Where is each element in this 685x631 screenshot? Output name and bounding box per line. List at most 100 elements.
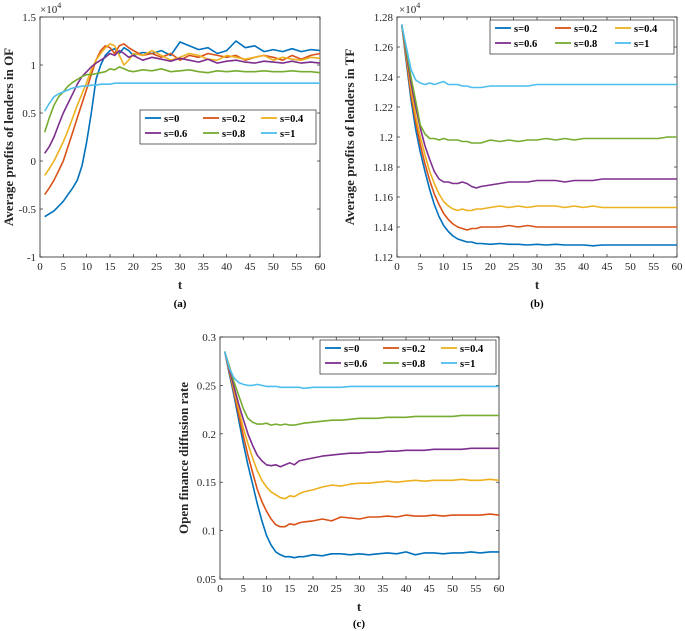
panel-a-xtick-label: 55 — [291, 261, 303, 273]
panel-c-legend-label: s=0.8 — [402, 359, 425, 370]
panel-a-xtick-label: 40 — [221, 261, 233, 273]
panel-b-legend: s=0 s=0.2 s=0.4 s=0.6 s=0.8 s=1 — [489, 19, 675, 55]
panel-c-xtick-label: 25 — [331, 583, 343, 595]
panel-a-xtick-label: 15 — [105, 261, 117, 273]
panel-c-legend-label: s=0 — [344, 344, 359, 355]
panel-b-xtick-label: 20 — [485, 261, 497, 273]
panel-c-legend-label: s=0.2 — [402, 344, 425, 355]
panel-b-series-s-0-2 — [400, 24, 677, 231]
panel-a-legend-label: s=0 — [164, 114, 179, 125]
panel-c-y-label: Open finance diffusion rate — [176, 382, 191, 534]
panel-a-xtick-label: 30 — [175, 261, 187, 273]
panel-a-series-s-0-4 — [44, 43, 321, 176]
panel-a-legend-label: s=0.4 — [280, 114, 304, 125]
panel-a-series-s-0-8 — [43, 66, 321, 133]
panel-b-xtick-label: 35 — [555, 261, 567, 273]
panel-c-series-s-0-2 — [223, 351, 500, 528]
panel-b-series-s-0 — [400, 24, 677, 247]
panel-a-ytick-label: 0 — [31, 156, 37, 168]
panel-b-ytick-label: 1.28 — [374, 12, 394, 24]
panel-b-ytick-label: 1.14 — [374, 222, 394, 234]
panel-a-x-label: t — [178, 277, 183, 292]
panel-c-ytick-label: 0.3 — [202, 332, 216, 344]
panel-c-ytick-label: 0.25 — [197, 380, 217, 392]
panel-b-series-lines — [400, 24, 677, 247]
panel-a-series-s-0-6 — [44, 49, 321, 154]
panel-a-ytick-label: -1 — [27, 252, 36, 264]
panel-b-ytick-label: 1.12 — [374, 252, 393, 264]
panel-c-ytick-label: 0.1 — [202, 526, 216, 538]
panel-b-legend-label: s=0 — [514, 24, 529, 35]
panel-a-legend-label: s=1 — [280, 129, 295, 140]
panel-b-xtick-label: 60 — [672, 261, 684, 273]
panel-c-ytick-label: 0.05 — [197, 574, 217, 586]
panel-b-xtick-label: 30 — [532, 261, 544, 273]
panel-c-series-s-0-4 — [223, 351, 500, 500]
panel-a-xtick-label: 45 — [245, 261, 257, 273]
panel-a-ytick-label: 0.5 — [22, 108, 36, 120]
panel-a-ytick-label: 1 — [31, 60, 37, 72]
panel-b-ytick-label: 1.22 — [374, 102, 393, 114]
panel-b-y-label: Average profits of lenders in TF — [342, 49, 357, 226]
panel-b-y-exponent: ×104 — [399, 1, 420, 16]
panel-c-series-s-0 — [223, 351, 499, 559]
panel-a-series-lines — [43, 40, 321, 218]
panel-c-xtick-label: 10 — [261, 583, 273, 595]
panel-c-xtick-label: 50 — [447, 583, 459, 595]
panel-c: 0 5 10 15 20 25 30 35 40 45 50 55 60 0.05 0.1 0.15 0.2 0.… — [176, 332, 505, 630]
panel-c-series-lines — [223, 351, 500, 559]
panel-a-xtick-label: 50 — [268, 261, 280, 273]
panel-a-legend-box — [139, 109, 317, 145]
panel-c-series-s-0-8 — [223, 351, 499, 426]
panel-c-legend-label: s=1 — [460, 359, 475, 370]
panel-b-ytick-label: 1.18 — [374, 162, 394, 174]
panel-b-legend-box — [489, 19, 675, 55]
panel-c-series-s-0-6 — [223, 351, 499, 468]
panel-a-series-s-1 — [44, 82, 320, 112]
panel-b-xtick-label: 50 — [625, 261, 637, 273]
panel-a: 0 5 10 15 20 25 30 35 40 45 50 55 60 -1 -0.5 0 0.5 1 1.5 ×… — [1, 1, 326, 310]
panel-c-xtick-label: 60 — [494, 583, 506, 595]
panel-c-legend-label: s=0.6 — [344, 359, 367, 370]
panel-b-series-s-0-4 — [400, 24, 677, 212]
panel-b-legend-label: s=0.2 — [574, 24, 597, 35]
panel-b-ytick-label: 1.24 — [374, 72, 394, 84]
panel-a-y-label: Average profits of lenders in OF — [1, 48, 16, 226]
panel-c-xtick-label: 45 — [424, 583, 436, 595]
panel-b-xtick-label: 15 — [462, 261, 474, 273]
panel-a-xtick-label: 20 — [128, 261, 140, 273]
panel-a-legend-label: s=0.8 — [222, 129, 245, 140]
panel-a-legend: s=0 s=0.2 s=0.4 s=0.6 s=0.8 s=1 — [139, 109, 317, 145]
panel-c-legend: s=0 s=0.2 s=0.4 s=0.6 s=0.8 s=1 — [319, 339, 497, 375]
panel-b-legend-label: s=0.8 — [574, 39, 597, 50]
panel-b-series-s-1 — [400, 24, 677, 89]
panel-b-x-label: t — [535, 277, 540, 292]
panel-b-xtick-label: 0 — [394, 261, 400, 273]
panel-c-xtick-label: 30 — [354, 583, 366, 595]
panel-b-ytick-label: 1.2 — [379, 132, 393, 144]
panel-b-plot-area — [396, 16, 678, 258]
panel-b-xtick-label: 45 — [602, 261, 614, 273]
panel-b-xtick-label: 25 — [508, 261, 520, 273]
panel-b-ytick-label: 1.26 — [374, 42, 394, 54]
panel-a-xtick-label: 10 — [81, 261, 93, 273]
panel-b-series-s-0-8 — [400, 24, 677, 144]
panel-c-xtick-label: 0 — [217, 583, 223, 595]
panel-a-y-exponent: ×104 — [40, 1, 61, 16]
panel-a-ytick-label: -0.5 — [19, 204, 37, 216]
panel-a-xtick-label: 5 — [61, 261, 67, 273]
panel-c-ytick-label: 0.15 — [197, 477, 217, 489]
panel-a-caption: (a) — [174, 298, 187, 310]
panel-a-ytick-label: 1.5 — [22, 12, 36, 24]
panel-c-xtick-label: 20 — [308, 583, 320, 595]
panel-c-plot-area — [219, 336, 500, 580]
panel-c-legend-box — [319, 339, 497, 375]
panel-c-xtick-label: 40 — [401, 583, 413, 595]
panel-b-xtick-label: 5 — [418, 261, 424, 273]
panel-c-xtick-label: 55 — [470, 583, 482, 595]
panel-c-ytick-label: 0.2 — [202, 429, 216, 441]
panel-b: 0 5 10 15 20 25 30 35 40 45 50 55 60 1.12 1.14 1.16 1.18… — [342, 1, 683, 310]
panel-b-caption: (b) — [530, 298, 544, 310]
panel-b-legend-label: s=0.4 — [634, 24, 658, 35]
